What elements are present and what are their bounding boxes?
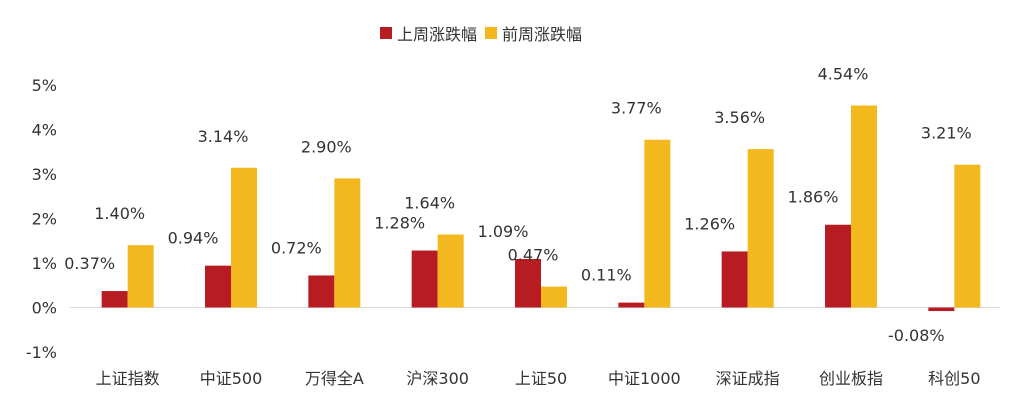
y-tick-label: 2% bbox=[32, 210, 57, 229]
legend-label-series-1: 上周涨跌幅 bbox=[397, 25, 478, 44]
y-tick-label: -1% bbox=[26, 343, 57, 362]
bar-series-1-1 bbox=[101, 291, 128, 308]
bar-series-2-3 bbox=[334, 178, 361, 308]
y-tick-label: 1% bbox=[32, 254, 57, 273]
bar-series-1-3 bbox=[308, 275, 335, 308]
x-tick-label: 深证成指 bbox=[716, 369, 780, 388]
x-tick-label: 上证指数 bbox=[96, 369, 160, 388]
bar-series-1-6 bbox=[618, 302, 645, 308]
data-label-series-1-1: 0.37% bbox=[64, 254, 115, 273]
x-tick-label: 中证500 bbox=[200, 369, 263, 388]
y-axis: -1% 0% 1% 2% 3% 4% 5% bbox=[26, 76, 57, 362]
bar-series-1-2 bbox=[205, 265, 231, 308]
bar-series-2-9 bbox=[954, 164, 981, 308]
y-tick-label: 4% bbox=[32, 121, 57, 140]
data-label-series-2-5: 0.47% bbox=[508, 246, 559, 265]
bars bbox=[101, 105, 981, 312]
bar-series-2-1 bbox=[127, 245, 154, 308]
legend-item-series-1: 上周涨跌幅 bbox=[380, 21, 477, 45]
bar-series-2-6 bbox=[644, 139, 671, 308]
data-label-series-1-6: 0.11% bbox=[581, 266, 632, 285]
bar-series-1-9 bbox=[928, 307, 955, 312]
bar-series-1-5 bbox=[515, 258, 541, 308]
y-tick-label: 0% bbox=[32, 299, 57, 318]
legend-item-series-2: 前周涨跌幅 bbox=[485, 21, 582, 45]
x-axis: 上证指数 中证500 万得全A 沪深300 上证50 中证1000 深证成指 创业板指 科创50 bbox=[96, 369, 981, 388]
x-tick-label: 沪深300 bbox=[406, 369, 469, 388]
data-label-series-1-7: 1.26% bbox=[684, 214, 735, 233]
x-tick-label: 创业板指 bbox=[819, 369, 883, 388]
legend-swatch-series-2 bbox=[485, 27, 498, 39]
data-label-series-1-3: 0.72% bbox=[271, 238, 322, 257]
data-label-series-1-4: 1.28% bbox=[374, 214, 425, 233]
bar-series-1-7 bbox=[721, 251, 748, 308]
x-tick-label: 万得全A bbox=[305, 369, 364, 388]
data-label-series-2-8: 4.54% bbox=[818, 64, 869, 83]
data-label-series-2-4: 1.64% bbox=[404, 194, 455, 213]
bar-series-2-7 bbox=[747, 149, 774, 308]
data-label-series-2-2: 3.14% bbox=[198, 127, 249, 146]
data-label-series-1-8: 1.86% bbox=[788, 188, 839, 207]
legend-swatch-series-1 bbox=[380, 27, 392, 39]
data-label-series-1-9: -0.08% bbox=[888, 326, 945, 345]
bar-series-2-5 bbox=[541, 286, 567, 308]
x-tick-label: 上证50 bbox=[515, 369, 567, 388]
bar-series-2-8 bbox=[851, 105, 877, 308]
legend: 上周涨跌幅 前周涨跌幅 bbox=[380, 21, 590, 45]
data-label-series-2-1: 1.40% bbox=[94, 204, 145, 223]
legend-label-series-2: 前周涨跌幅 bbox=[502, 25, 583, 44]
data-label-series-2-6: 3.77% bbox=[611, 99, 662, 118]
bar-series-1-4 bbox=[411, 250, 438, 308]
x-tick-label: 中证1000 bbox=[608, 369, 681, 388]
data-label-series-2-7: 3.56% bbox=[714, 108, 765, 127]
bar-series-2-4 bbox=[437, 234, 464, 308]
data-label-series-1-5: 1.09% bbox=[478, 222, 529, 241]
data-label-series-1-2: 0.94% bbox=[168, 229, 219, 248]
bar-series-1-8 bbox=[825, 224, 851, 308]
data-label-series-2-9: 3.21% bbox=[921, 124, 972, 143]
bar-series-2-2 bbox=[231, 167, 257, 308]
y-tick-label: 3% bbox=[32, 165, 57, 184]
data-label-series-2-3: 2.90% bbox=[301, 137, 352, 156]
x-tick-label: 科创50 bbox=[928, 369, 980, 388]
y-tick-label: 5% bbox=[32, 76, 57, 95]
data-labels: 0.37% 1.40% 0.94% 3.14% 0.72% 2.90% 1.28%1.64%… bbox=[64, 64, 971, 345]
